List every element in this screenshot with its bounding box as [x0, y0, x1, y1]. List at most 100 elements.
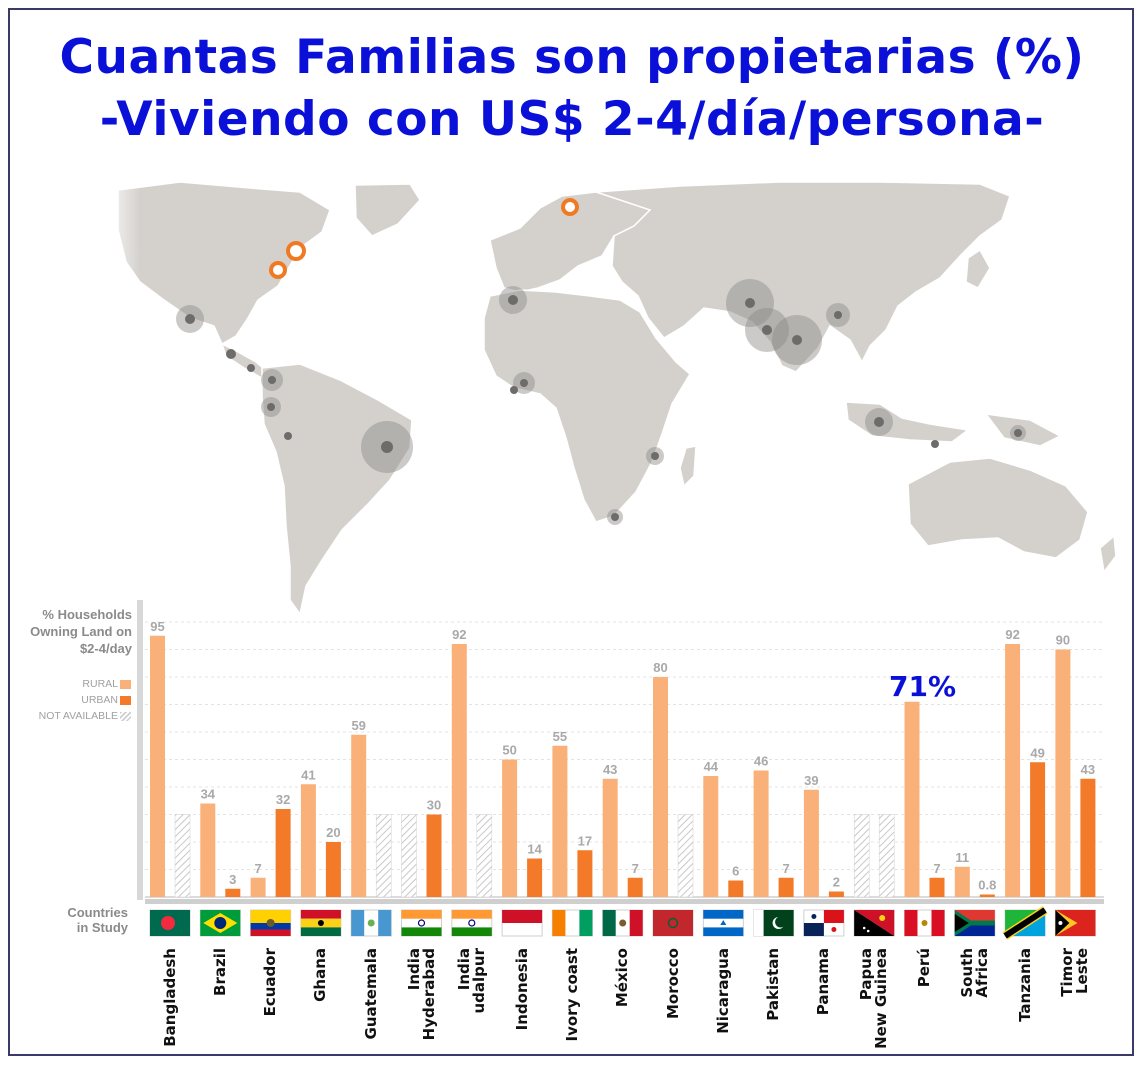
- marker-us-east-2: [286, 241, 306, 261]
- asia-shape: [595, 181, 1011, 373]
- country-label-m-xico: México: [613, 948, 645, 1060]
- madagascar-shape: [679, 445, 697, 488]
- flag-timor-leste: [1054, 909, 1096, 937]
- country-label-text: India Hyderabad: [404, 948, 438, 1041]
- value-label-bangladesh-rural: 95: [150, 619, 164, 634]
- bar-ivory-coast-rural: [552, 745, 568, 897]
- marker-ecuador: [261, 369, 283, 391]
- country-label-text: Morocco: [663, 948, 682, 1020]
- bar-per--rural: [904, 701, 920, 897]
- country-label-ivory-coast: Ivory coast: [562, 948, 595, 1060]
- bar-na-india-udalpur-urban: [476, 814, 493, 898]
- bar-guatemala-rural: [351, 734, 367, 897]
- bar-na-morocco-urban: [677, 814, 694, 898]
- marker-brazil: [361, 421, 413, 473]
- bar-south-africa-urban: [979, 894, 995, 897]
- bar-timor-leste-urban: [1080, 778, 1096, 897]
- marker-central-america-2: [247, 364, 255, 372]
- country-label-text: India udalpur: [454, 948, 488, 1014]
- countries-label-line: Countries: [67, 905, 128, 920]
- legend-na-label: NOT AVAILABLE: [38, 710, 118, 722]
- gridlines: [145, 621, 1104, 904]
- bars: 9534373241205930925014551743780446467392…: [150, 619, 1096, 898]
- legend-urban-swatch: [120, 696, 131, 705]
- y-axis-bar: [137, 600, 143, 900]
- indonesia-shape: [845, 401, 970, 443]
- bar-tanzania-rural: [1005, 644, 1021, 897]
- value-label-brazil-rural: 34: [201, 787, 216, 802]
- flag-ivory-coast: [551, 909, 593, 937]
- bar-panama-rural: [803, 789, 819, 897]
- value-label-brazil-urban: 3: [229, 872, 236, 887]
- country-label-text: Tanzania: [1015, 948, 1034, 1022]
- country-label-south-africa: South Africa: [958, 948, 991, 1060]
- country-label-text: Indonesia: [512, 948, 531, 1031]
- marker-tanzania: [646, 447, 664, 465]
- country-label-text: Brazil: [210, 948, 229, 996]
- flag-papua-new-guinea: [853, 909, 895, 937]
- greenland-shape: [354, 183, 421, 237]
- value-label-m-xico-urban: 7: [632, 861, 639, 876]
- bar-ecuador-urban: [275, 809, 291, 897]
- marker-central-america-1: [226, 349, 236, 359]
- country-label-text: Perú: [915, 948, 933, 988]
- bar-na-guatemala-urban: [375, 814, 392, 898]
- bar-india-hyderabad-urban: [426, 814, 442, 897]
- bar-ghana-urban: [325, 842, 341, 897]
- bar-india-udalpur-rural: [451, 644, 467, 897]
- flag-ecuador: [250, 909, 292, 937]
- marker-india-2: [772, 315, 822, 365]
- country-label-text: Timor Leste: [1058, 948, 1092, 997]
- flag-m-xico: [602, 909, 644, 937]
- country-label-morocco: Morocco: [663, 948, 696, 1060]
- chart-title-line1: Cuantas Familias son propietarias (%): [59, 30, 1085, 85]
- value-label-timor-leste-rural: 90: [1056, 633, 1070, 648]
- flag-per-: [904, 909, 945, 937]
- map-markers: [176, 198, 1026, 525]
- value-label-panama-rural: 39: [804, 773, 818, 788]
- country-label-text: Ecuador: [261, 948, 280, 1017]
- bar-m-xico-rural: [602, 778, 618, 897]
- value-label-south-africa-rural: 11: [955, 850, 969, 865]
- value-label-tanzania-urban: 49: [1030, 745, 1044, 760]
- marker-india-1: [745, 308, 789, 352]
- country-label-text: Ivory coast: [562, 948, 581, 1042]
- chart-title-line2: -Viviendo con US$ 2-4/día/persona-: [99, 92, 1045, 147]
- y-axis-label-line: % Households: [42, 607, 132, 622]
- country-label-papua-new-guinea: Papua New Guinea: [857, 948, 890, 1060]
- country-label-text: Guatemala: [361, 948, 380, 1040]
- flag-south-africa: [954, 909, 996, 937]
- countries-label: Countries in Study: [20, 905, 128, 935]
- marker-bolivia: [284, 432, 292, 440]
- country-label-nicaragua: Nicaragua: [714, 948, 746, 1060]
- value-label-morocco-rural: 80: [653, 660, 667, 675]
- marker-ivory-coast: [513, 372, 535, 394]
- bar-ghana-rural: [300, 784, 316, 897]
- value-label-indonesia-rural: 50: [502, 743, 516, 758]
- bar-morocco-rural: [653, 677, 668, 897]
- value-label-pakistan-urban: 7: [782, 861, 789, 876]
- bar-na-india-hyderabad-rural: [401, 814, 417, 898]
- bar-bangladesh-rural: [150, 635, 165, 897]
- country-label-timor-leste: Timor Leste: [1058, 948, 1092, 1060]
- y-axis-label-line: $2-4/day: [79, 641, 132, 656]
- north-america-shape: [117, 181, 331, 346]
- figure-frame: [8, 8, 1134, 1056]
- flag-tanzania: [1002, 906, 1048, 940]
- value-label-ghana-rural: 41: [301, 767, 315, 782]
- marker-europe: [561, 198, 579, 216]
- marker-timor-leste: [931, 440, 939, 448]
- country-label-india-hyderabad: India Hyderabad: [404, 948, 438, 1060]
- country-label-ecuador: Ecuador: [261, 948, 293, 1060]
- value-label-m-xico-rural: 43: [603, 762, 617, 777]
- bar-indonesia-rural: [502, 759, 518, 897]
- bar-south-africa-rural: [954, 866, 970, 897]
- legend-rural-label: RURAL: [82, 678, 118, 690]
- bar-tanzania-urban: [1030, 762, 1046, 897]
- flag-guatemala: [350, 909, 392, 937]
- map-fade: [100, 180, 140, 620]
- value-label-indonesia-urban: 14: [527, 842, 542, 857]
- value-label-ghana-urban: 20: [326, 825, 340, 840]
- new-guinea-shape: [984, 413, 1062, 447]
